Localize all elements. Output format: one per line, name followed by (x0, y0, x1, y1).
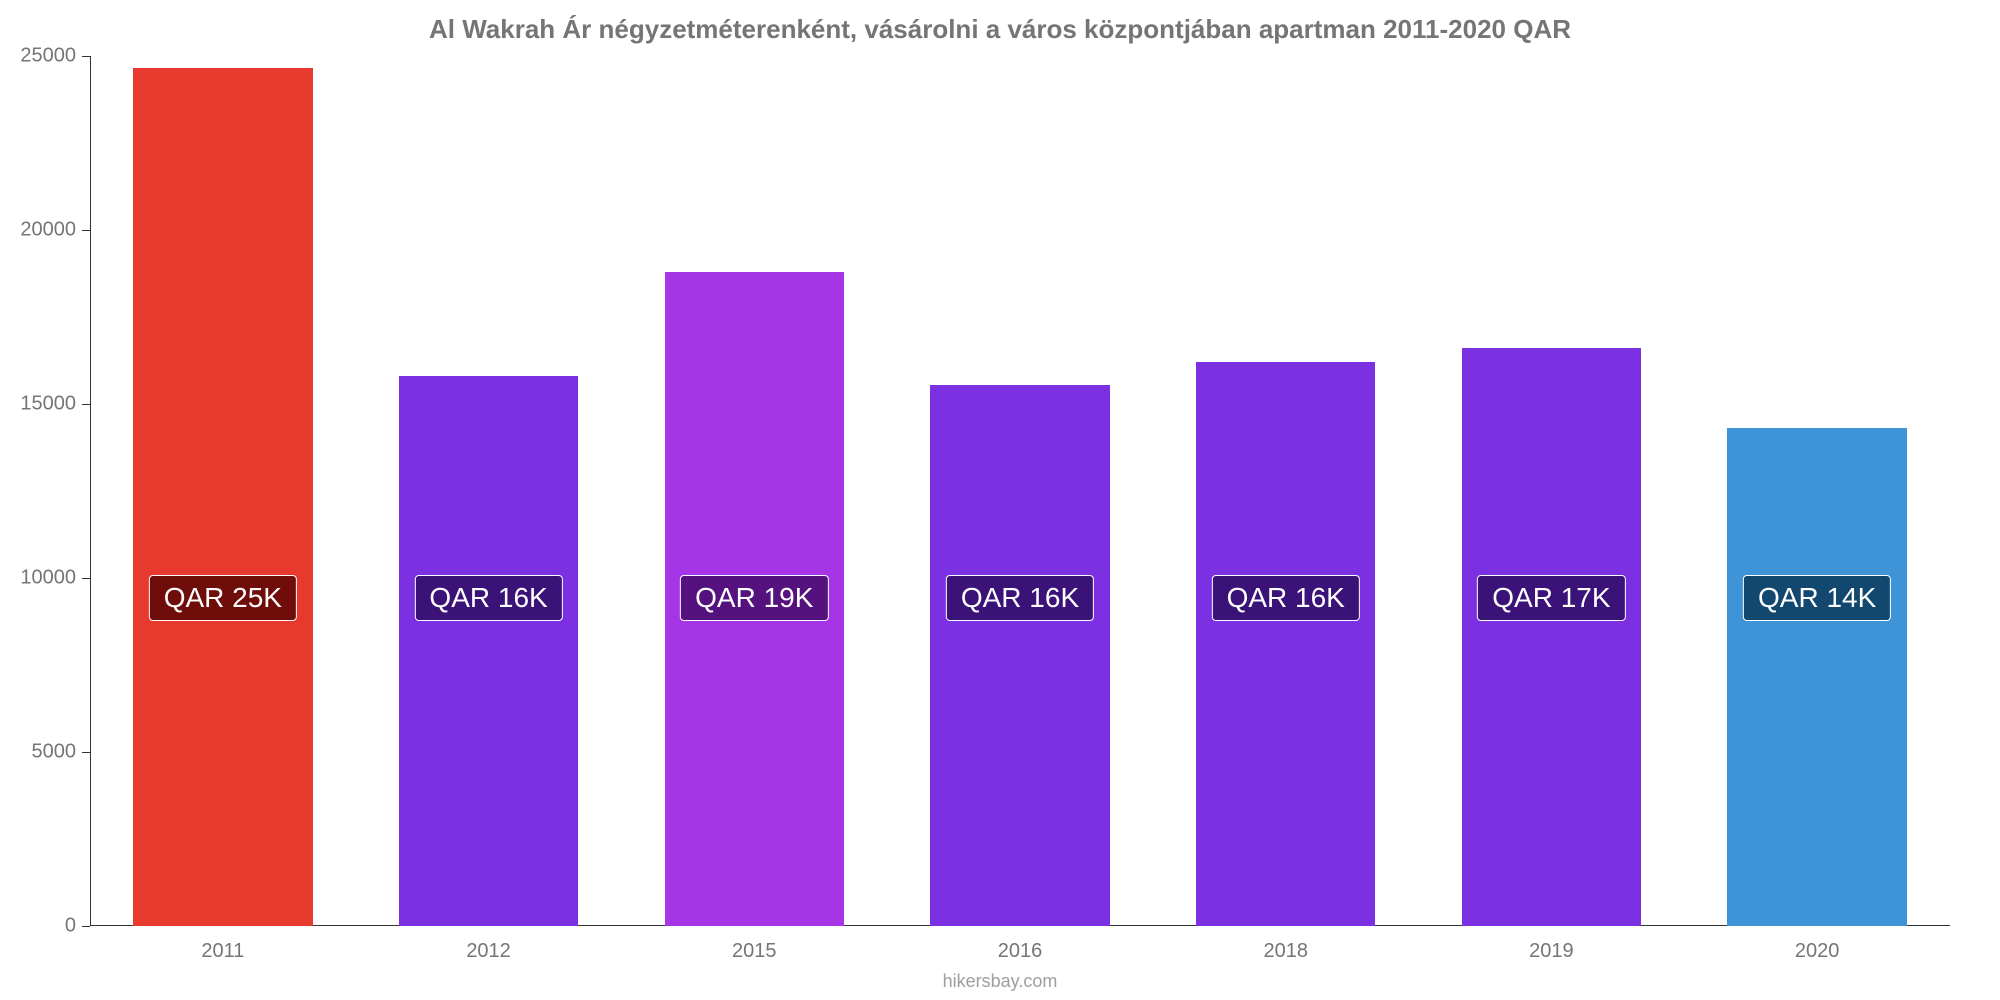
bar-chart: Al Wakrah Ár négyzetméterenként, vásárol… (0, 0, 2000, 1000)
x-tick-label: 2011 (201, 926, 244, 963)
bar-value-label: QAR 14K (1743, 575, 1891, 621)
bar: QAR 16K (399, 376, 578, 926)
plot-area: QAR 25K QAR 16K QAR 19K QAR 16K QAR 16K QAR 1… (90, 56, 1950, 926)
x-tick-label: 2015 (732, 926, 777, 963)
x-tick-label: 2020 (1795, 926, 1840, 963)
bar-value-label: QAR 19K (680, 575, 828, 621)
y-tick-mark (82, 230, 90, 231)
x-tick-label: 2016 (998, 926, 1043, 963)
y-tick-mark (82, 752, 90, 753)
y-tick-mark (82, 578, 90, 579)
chart-title: Al Wakrah Ár négyzetméterenként, vásárol… (0, 14, 2000, 45)
bar: QAR 14K (1727, 428, 1906, 926)
y-tick-mark (82, 56, 90, 57)
y-tick-label: 10000 (20, 567, 90, 590)
bar: QAR 25K (133, 68, 312, 926)
bar: QAR 16K (930, 385, 1109, 926)
bar-value-label: QAR 16K (414, 575, 562, 621)
x-tick-label: 2019 (1529, 926, 1574, 963)
y-tick-label: 20000 (20, 219, 90, 242)
bar-value-label: QAR 16K (946, 575, 1094, 621)
y-tick-mark (82, 404, 90, 405)
y-tick-mark (82, 926, 90, 927)
bar-value-label: QAR 25K (149, 575, 297, 621)
x-tick-label: 2012 (466, 926, 511, 963)
bar: QAR 16K (1196, 362, 1375, 926)
bars-container: QAR 25K QAR 16K QAR 19K QAR 16K QAR 16K QAR 1… (90, 56, 1950, 926)
x-tick-label: 2018 (1263, 926, 1308, 963)
bar-value-label: QAR 16K (1212, 575, 1360, 621)
bar: QAR 17K (1462, 348, 1641, 926)
bar-value-label: QAR 17K (1477, 575, 1625, 621)
attribution-text: hikersbay.com (0, 971, 2000, 992)
bar: QAR 19K (665, 272, 844, 926)
y-tick-label: 25000 (20, 45, 90, 68)
y-tick-label: 15000 (20, 393, 90, 416)
